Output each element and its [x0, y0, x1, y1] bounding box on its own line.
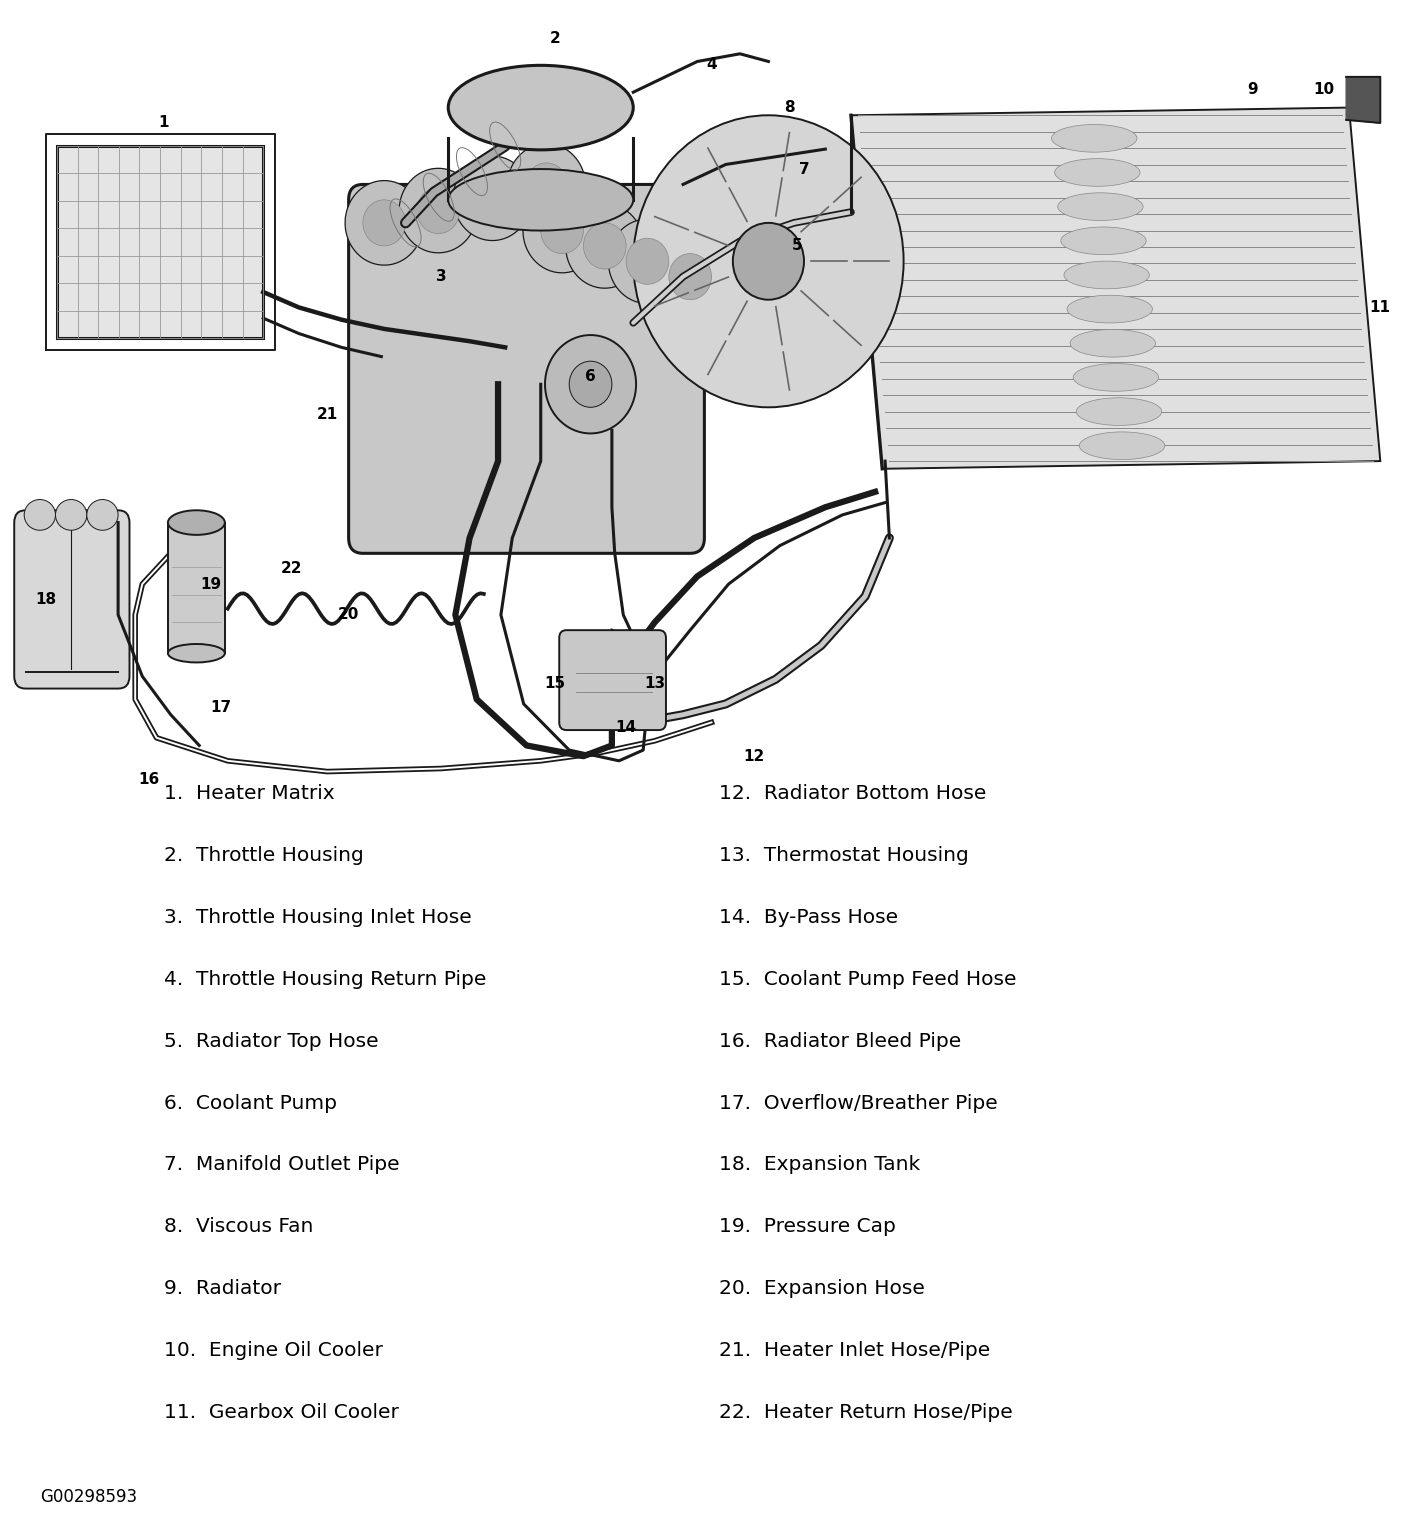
- Text: 4.  Throttle Housing Return Pipe: 4. Throttle Housing Return Pipe: [164, 970, 487, 988]
- Ellipse shape: [1076, 398, 1161, 426]
- Text: 13: 13: [645, 676, 665, 692]
- Text: 7: 7: [798, 161, 810, 177]
- Text: 22.  Heater Return Hose/Pipe: 22. Heater Return Hose/Pipe: [719, 1403, 1012, 1422]
- Text: 10: 10: [1313, 81, 1333, 97]
- Ellipse shape: [417, 188, 460, 234]
- Text: 6: 6: [585, 369, 596, 384]
- Text: 6.  Coolant Pump: 6. Coolant Pump: [164, 1093, 337, 1113]
- Text: 2: 2: [549, 31, 561, 46]
- Text: 15: 15: [545, 676, 565, 692]
- Text: 12.  Radiator Bottom Hose: 12. Radiator Bottom Hose: [719, 784, 986, 802]
- Ellipse shape: [1052, 124, 1137, 152]
- Ellipse shape: [565, 203, 645, 289]
- Text: 5.  Radiator Top Hose: 5. Radiator Top Hose: [164, 1031, 379, 1051]
- Ellipse shape: [1080, 432, 1165, 460]
- Ellipse shape: [522, 188, 602, 274]
- Text: 7.  Manifold Outlet Pipe: 7. Manifold Outlet Pipe: [164, 1156, 400, 1174]
- Text: 20.  Expansion Hose: 20. Expansion Hose: [719, 1279, 925, 1299]
- Text: 21: 21: [317, 407, 337, 423]
- Ellipse shape: [650, 234, 730, 320]
- Ellipse shape: [24, 500, 55, 530]
- Text: 5: 5: [791, 238, 803, 254]
- Text: 9.  Radiator: 9. Radiator: [164, 1279, 280, 1299]
- Text: 14.  By-Pass Hose: 14. By-Pass Hose: [719, 908, 898, 927]
- Polygon shape: [851, 108, 1380, 469]
- Ellipse shape: [1057, 192, 1143, 220]
- Text: 22: 22: [280, 561, 303, 576]
- Ellipse shape: [1073, 364, 1158, 392]
- Ellipse shape: [583, 223, 626, 269]
- Text: 15.  Coolant Pump Feed Hose: 15. Coolant Pump Feed Hose: [719, 970, 1016, 988]
- Text: 1.  Heater Matrix: 1. Heater Matrix: [164, 784, 334, 802]
- Text: 1: 1: [158, 115, 169, 131]
- Ellipse shape: [1060, 227, 1146, 255]
- FancyBboxPatch shape: [14, 510, 129, 689]
- Ellipse shape: [608, 218, 687, 304]
- Ellipse shape: [1067, 295, 1153, 323]
- Text: 3: 3: [435, 269, 447, 284]
- Ellipse shape: [507, 143, 586, 229]
- Ellipse shape: [55, 500, 87, 530]
- Text: 14: 14: [616, 719, 636, 735]
- Ellipse shape: [87, 500, 118, 530]
- Ellipse shape: [1064, 261, 1150, 289]
- Text: 8.  Viscous Fan: 8. Viscous Fan: [164, 1217, 313, 1236]
- Text: 18: 18: [36, 592, 55, 607]
- Ellipse shape: [1070, 329, 1155, 357]
- Ellipse shape: [541, 207, 583, 254]
- Ellipse shape: [448, 169, 633, 231]
- Ellipse shape: [344, 180, 424, 266]
- Ellipse shape: [448, 65, 633, 149]
- Text: 13.  Thermostat Housing: 13. Thermostat Housing: [719, 845, 969, 865]
- Text: 9: 9: [1247, 81, 1258, 97]
- Text: 16: 16: [139, 772, 159, 787]
- Text: 21.  Heater Inlet Hose/Pipe: 21. Heater Inlet Hose/Pipe: [719, 1342, 990, 1360]
- Text: 3.  Throttle Housing Inlet Hose: 3. Throttle Housing Inlet Hose: [164, 908, 471, 927]
- Polygon shape: [1346, 77, 1380, 123]
- Text: 18.  Expansion Tank: 18. Expansion Tank: [719, 1156, 919, 1174]
- Bar: [168, 523, 225, 653]
- Text: 11.  Gearbox Oil Cooler: 11. Gearbox Oil Cooler: [164, 1403, 398, 1422]
- Text: 19: 19: [201, 576, 221, 592]
- Ellipse shape: [398, 168, 478, 254]
- Ellipse shape: [471, 175, 514, 221]
- Ellipse shape: [363, 200, 406, 246]
- Ellipse shape: [669, 254, 712, 300]
- Circle shape: [633, 115, 904, 407]
- Text: 10.  Engine Oil Cooler: 10. Engine Oil Cooler: [164, 1342, 383, 1360]
- Text: 19.  Pressure Cap: 19. Pressure Cap: [719, 1217, 895, 1236]
- Text: 4: 4: [706, 57, 717, 72]
- Ellipse shape: [168, 644, 225, 662]
- Text: 20: 20: [337, 607, 360, 622]
- Text: G00298593: G00298593: [40, 1488, 137, 1506]
- Ellipse shape: [453, 155, 532, 241]
- FancyBboxPatch shape: [349, 184, 704, 553]
- Text: 17: 17: [211, 699, 231, 715]
- Ellipse shape: [1054, 158, 1140, 186]
- Circle shape: [545, 335, 636, 433]
- Ellipse shape: [168, 510, 225, 535]
- Circle shape: [569, 361, 612, 407]
- Bar: [57, 146, 263, 338]
- FancyBboxPatch shape: [559, 630, 666, 730]
- Text: 16.  Radiator Bleed Pipe: 16. Radiator Bleed Pipe: [719, 1031, 961, 1051]
- Ellipse shape: [626, 238, 669, 284]
- Text: 8: 8: [784, 100, 795, 115]
- Circle shape: [733, 223, 804, 300]
- Text: 2.  Throttle Housing: 2. Throttle Housing: [164, 845, 363, 865]
- Text: 17.  Overflow/Breather Pipe: 17. Overflow/Breather Pipe: [719, 1093, 998, 1113]
- Text: 12: 12: [744, 749, 764, 764]
- Ellipse shape: [525, 163, 568, 209]
- Text: 11: 11: [1370, 300, 1390, 315]
